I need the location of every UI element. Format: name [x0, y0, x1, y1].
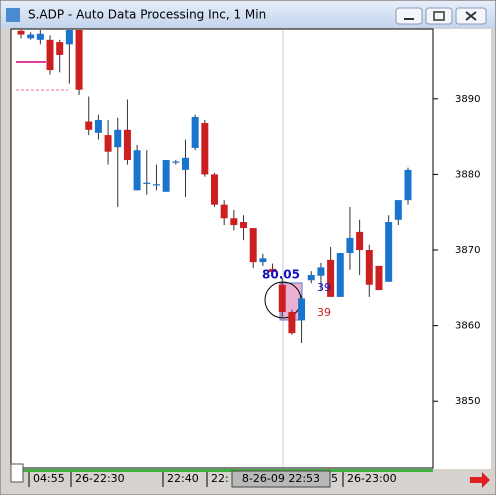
candle-body: [85, 121, 93, 130]
candle-body: [172, 161, 180, 163]
candle-body: [123, 129, 131, 161]
x-tick-label: 22:: [211, 472, 229, 485]
candle-body: [143, 182, 151, 184]
window-buttons[interactable]: [395, 7, 487, 25]
candle-body: [394, 200, 402, 220]
annotation: 39: [317, 281, 331, 294]
price-label: 80.05: [262, 268, 300, 282]
candle-body: [307, 274, 315, 281]
x-tick-label: 04:55: [33, 472, 65, 485]
candle-body: [75, 30, 83, 90]
candle-body: [336, 253, 344, 297]
close-icon: [465, 11, 477, 21]
candle-body: [27, 34, 35, 39]
y-tick-label: 3870: [455, 245, 480, 256]
candle-body: [104, 135, 112, 152]
x-tick-label: 22:40: [167, 472, 199, 485]
candle-body: [404, 169, 412, 201]
x-tick-label: 5: [331, 472, 338, 485]
candle-body: [133, 150, 141, 191]
scroll-box[interactable]: [10, 463, 24, 483]
window-title: S.ADP - Auto Data Processing Inc, 1 Min: [28, 8, 266, 22]
y-tick-label: 3890: [455, 94, 480, 105]
candle-body: [298, 298, 306, 321]
minimize-button[interactable]: [395, 7, 423, 25]
candle-body: [152, 184, 160, 186]
x-tick-label: 26-23:00: [347, 472, 397, 485]
candle-body: [230, 218, 238, 226]
candle-body: [375, 265, 383, 291]
candle-body: [327, 259, 335, 297]
candle-body: [240, 222, 248, 229]
crosshair-time-box: [231, 470, 331, 488]
candle-body: [191, 116, 199, 148]
candle-body: [365, 250, 373, 285]
candle-body: [288, 312, 296, 334]
candle-body: [162, 160, 170, 192]
candle-body: [317, 267, 325, 276]
candle-body: [114, 129, 122, 148]
annotation: 39: [317, 306, 331, 319]
candle-body: [46, 39, 54, 71]
timeline-bar: [11, 469, 433, 472]
crosshair-time-label: 8-26-09 22:53: [242, 472, 320, 485]
candle-body: [259, 258, 267, 263]
candle-body: [65, 30, 73, 45]
candle-body: [346, 237, 354, 254]
y-tick-label: 3860: [455, 321, 480, 332]
candle-body: [36, 33, 44, 40]
candle-body: [17, 30, 25, 35]
y-tick-label: 3850: [455, 396, 480, 407]
scroll-arrow[interactable]: [470, 472, 490, 488]
candle-body: [94, 119, 102, 133]
maximize-icon: [433, 11, 445, 21]
candle-body: [249, 228, 257, 263]
app-icon: [6, 8, 20, 22]
candle-body: [181, 157, 189, 170]
candle-body: [385, 222, 393, 282]
candle-body: [278, 284, 286, 313]
candle-body: [269, 268, 277, 272]
y-tick-label: 3880: [455, 169, 480, 180]
candle-body: [201, 122, 209, 175]
x-tick-label: 26-22:30: [75, 472, 125, 485]
maximize-button[interactable]: [425, 7, 453, 25]
candle-body: [56, 42, 64, 55]
candle-body: [220, 204, 228, 219]
candle-body: [211, 174, 218, 205]
candle-body: [356, 231, 364, 251]
